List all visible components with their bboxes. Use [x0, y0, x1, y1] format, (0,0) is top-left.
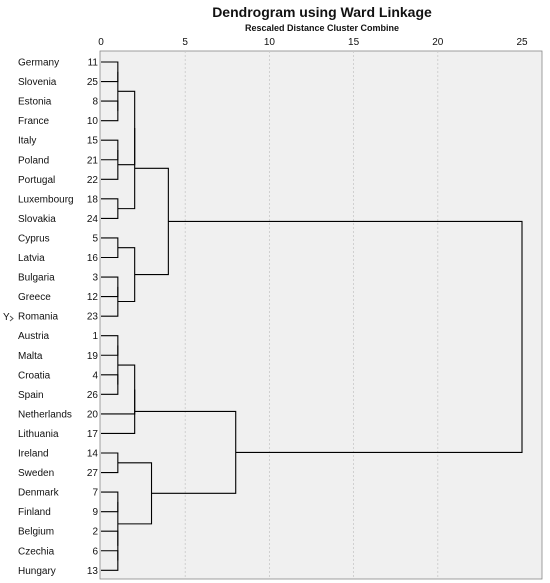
dendrogram-links	[101, 61, 523, 571]
leaf-label: Romania	[18, 312, 58, 323]
leaf-number: 13	[87, 566, 99, 577]
leaf-label: Estonia	[18, 97, 52, 108]
leaf-number: 10	[87, 116, 99, 127]
leaf-label: Italy	[18, 136, 36, 147]
x-tick-label: 0	[98, 37, 104, 48]
y-axis-label: Y	[3, 312, 10, 323]
y-axis-marker-icon	[9, 315, 14, 322]
leaf-label: France	[18, 116, 50, 127]
leaf-number: 12	[87, 292, 99, 303]
leaf-number: 22	[87, 175, 99, 186]
leaf-number: 21	[87, 155, 99, 166]
leaf-number: 6	[92, 546, 98, 557]
leaf-number: 23	[87, 312, 99, 323]
leaf-label: Hungary	[18, 566, 56, 577]
leaf-label: Portugal	[18, 175, 55, 186]
leaf-label: Denmark	[18, 488, 60, 499]
leaf-label: Finland	[18, 507, 51, 518]
leaf-label: Czechia	[18, 546, 55, 557]
leaf-label: Netherlands	[18, 409, 72, 420]
leaf-label: Ireland	[18, 449, 49, 460]
cluster-link	[117, 90, 136, 166]
leaf-number: 26	[87, 390, 99, 401]
leaf-number: 4	[92, 370, 98, 381]
grid-lines	[184, 51, 439, 579]
cluster-link	[101, 149, 119, 180]
leaf-number: 2	[92, 527, 98, 538]
cluster-link	[101, 286, 119, 317]
x-tick-label: 15	[348, 37, 360, 48]
leaf-label: Sweden	[18, 468, 54, 479]
leaf-number: 5	[92, 233, 98, 244]
x-tick-label: 25	[516, 37, 528, 48]
leaf-number: 27	[87, 468, 99, 479]
leaf-number: 9	[92, 507, 98, 518]
leaf-number: 18	[87, 194, 99, 205]
leaf-number: 20	[87, 409, 99, 420]
plot-area	[99, 50, 543, 580]
leaf-label: Greece	[18, 292, 51, 303]
cluster-link	[168, 220, 523, 453]
leaf-number: 1	[92, 331, 98, 342]
leaf-number: 7	[92, 488, 98, 499]
leaf-number: 19	[87, 351, 99, 362]
x-tick-label: 5	[182, 37, 188, 48]
leaf-label: Slovakia	[18, 214, 56, 225]
x-tick-label: 20	[432, 37, 444, 48]
leaf-number: 16	[87, 253, 99, 264]
leaf-label: Spain	[18, 390, 44, 401]
leaf-label: Belgium	[18, 527, 54, 538]
leaf-label: Latvia	[18, 253, 45, 264]
leaf-label: Austria	[18, 331, 50, 342]
leaf-number: 24	[87, 214, 99, 225]
leaf-label: Bulgaria	[18, 273, 55, 284]
leaf-label: Croatia	[18, 370, 51, 381]
leaf-label: Cyprus	[18, 233, 50, 244]
leaf-label: Luxembourg	[18, 194, 74, 205]
leaf-label: Malta	[18, 351, 43, 362]
cluster-link	[101, 389, 136, 434]
chart-title: Dendrogram using Ward Linkage	[212, 4, 432, 20]
leaf-number: 17	[87, 429, 99, 440]
leaf-number: 15	[87, 136, 99, 147]
leaf-label: Germany	[18, 58, 59, 69]
leaf-number: 8	[92, 97, 98, 108]
leaf-label: Slovenia	[18, 77, 57, 88]
leaf-number: 3	[92, 273, 98, 284]
x-axis-ticks: 0 5 10 15 20 25	[98, 37, 528, 48]
leaf-label: Lithuania	[18, 429, 59, 440]
leaf-label: Poland	[18, 155, 49, 166]
leaf-number: 14	[87, 449, 99, 460]
chart-subtitle: Rescaled Distance Cluster Combine	[245, 23, 399, 33]
x-tick-label: 10	[264, 37, 276, 48]
leaf-number: 25	[87, 77, 99, 88]
cluster-link	[117, 127, 136, 210]
leaf-number: 11	[88, 58, 99, 69]
